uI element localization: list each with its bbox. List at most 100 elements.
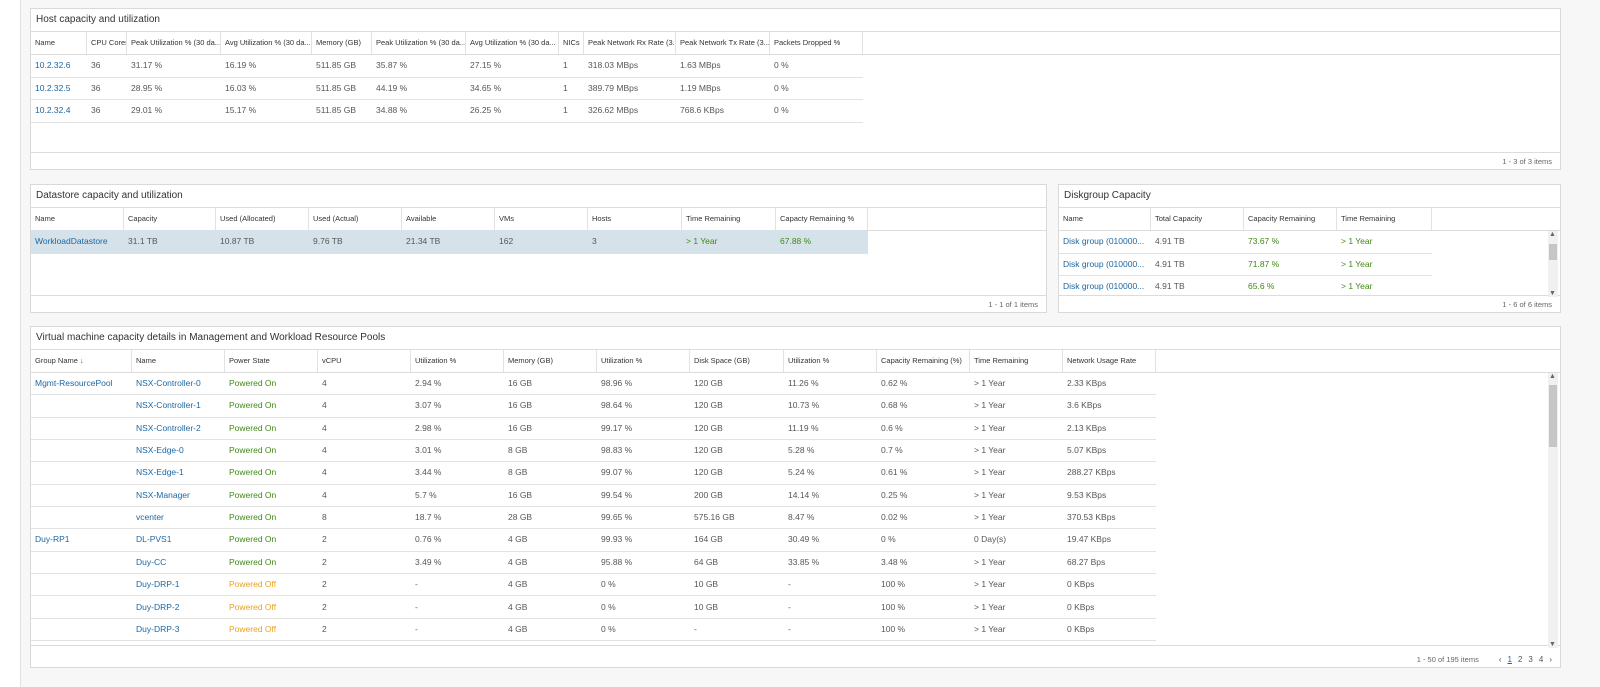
- column-header[interactable]: Peak Utilization % (30 da...: [372, 32, 466, 54]
- column-header[interactable]: Disk Space (GB): [690, 350, 784, 372]
- cell-link[interactable]: NSX-Controller-2: [136, 422, 201, 433]
- cell: 8.47 %: [788, 512, 815, 523]
- column-header[interactable]: Total Capacity: [1151, 208, 1244, 230]
- table-row: NSX-Edge-1 Powered On 4 3.44 % 8 GB 99.07 % 12…: [31, 461, 1156, 485]
- column-header[interactable]: Hosts: [588, 208, 682, 230]
- cell-link[interactable]: vcenter: [136, 512, 164, 523]
- cell-link[interactable]: Duy-CC: [136, 556, 167, 567]
- cell: 0 KBps: [1067, 601, 1095, 612]
- column-header[interactable]: Group Name ↓: [31, 350, 132, 372]
- column-header[interactable]: Used (Actual): [309, 208, 402, 230]
- column-header[interactable]: Memory (GB): [312, 32, 372, 54]
- column-header[interactable]: Power State: [225, 350, 318, 372]
- column-header[interactable]: Peak Network Tx Rate (3...: [676, 32, 770, 54]
- scroll-thumb[interactable]: [1549, 244, 1557, 260]
- cell-link[interactable]: Duy-DRP-1: [136, 579, 180, 590]
- scroll-up[interactable]: ▲: [1549, 373, 1556, 380]
- column-header[interactable]: Capacity: [124, 208, 216, 230]
- cell: Powered On: [229, 512, 277, 523]
- cell-link[interactable]: WorkloadDatastore: [35, 236, 108, 246]
- column-header[interactable]: Avg Utilization % (30 da...: [221, 32, 312, 54]
- cell-link[interactable]: NSX-Edge-1: [136, 467, 184, 478]
- cell-link[interactable]: NSX-Edge-0: [136, 445, 184, 456]
- cell: 10 GB: [694, 601, 719, 612]
- footer: 1 - 1 of 1 items: [988, 300, 1038, 309]
- cell: 0.25 %: [881, 489, 908, 500]
- column-header[interactable]: VMs: [495, 208, 588, 230]
- cell-link[interactable]: Disk group (010000...: [1063, 236, 1145, 246]
- scroll-up[interactable]: ▲: [1549, 231, 1556, 238]
- column-header[interactable]: Network Usage Rate: [1063, 350, 1156, 372]
- column-header[interactable]: Time Remaining: [970, 350, 1063, 372]
- column-header[interactable]: Packets Dropped %: [770, 32, 863, 54]
- cell-link[interactable]: 10.2.32.6: [35, 60, 71, 70]
- table-row: NSX-Controller-1 Powered On 4 3.07 % 16 GB 98…: [31, 394, 1156, 418]
- column-header[interactable]: Name: [1059, 208, 1151, 230]
- column-header[interactable]: Capacty Remaining %: [776, 208, 868, 230]
- column-header[interactable]: CPU Cores: [87, 32, 127, 54]
- cell: 4: [322, 378, 327, 388]
- cell: 100 %: [881, 601, 906, 612]
- cell-link[interactable]: Mgmt-ResourcePool: [35, 378, 113, 388]
- cell: 100 %: [881, 623, 906, 634]
- column-header[interactable]: Peak Utilization % (30 da...: [127, 32, 221, 54]
- column-header[interactable]: Capacity Remaining (%): [877, 350, 970, 372]
- cell-link[interactable]: DL-PVS1: [136, 534, 172, 545]
- cell-link[interactable]: 10.2.32.4: [35, 105, 71, 115]
- cell: 0 %: [601, 601, 616, 612]
- cell: Powered On: [229, 489, 277, 500]
- cell-link[interactable]: Disk group (010000...: [1063, 281, 1145, 291]
- column-header[interactable]: Time Remaining: [1337, 208, 1432, 230]
- column-header[interactable]: NICs: [559, 32, 584, 54]
- column-header[interactable]: vCPU: [318, 350, 411, 372]
- cell: 1: [563, 82, 568, 93]
- page-link[interactable]: 2: [1517, 655, 1523, 664]
- cell: 35.87 %: [376, 60, 408, 70]
- column-header[interactable]: Memory (GB): [504, 350, 597, 372]
- prev-page[interactable]: ‹: [1498, 655, 1502, 664]
- cell-link[interactable]: NSX-Manager: [136, 489, 190, 500]
- cell: 0 %: [774, 60, 789, 70]
- cell: 1: [563, 60, 568, 70]
- column-header[interactable]: Utilization %: [411, 350, 504, 372]
- page-link[interactable]: 3: [1528, 655, 1533, 664]
- cell: 200 GB: [694, 489, 723, 500]
- item-count: 1 - 3 of 3 items: [1502, 157, 1552, 166]
- cell-link[interactable]: NSX-Controller-1: [136, 400, 201, 411]
- table-row: 10.2.32.4 36 29.01 % 15.17 % 511.85 GB 34.88 …: [31, 99, 863, 123]
- cell: 3.6 KBps: [1067, 400, 1102, 411]
- cell-link[interactable]: NSX-Controller-0: [136, 378, 201, 388]
- cell: 120 GB: [694, 467, 723, 478]
- column-header[interactable]: Name: [31, 32, 87, 54]
- page-link[interactable]: 4: [1538, 655, 1544, 664]
- column-header[interactable]: Available: [402, 208, 495, 230]
- cell: Powered Off: [229, 623, 277, 634]
- page-link[interactable]: 1: [1507, 655, 1512, 664]
- column-header[interactable]: Utilization %: [784, 350, 877, 372]
- cell: 8: [322, 512, 327, 523]
- cell: 5.07 KBps: [1067, 445, 1107, 456]
- cell-link[interactable]: Duy-DRP-3: [136, 623, 180, 634]
- cell-link[interactable]: 10.2.32.5: [35, 82, 71, 93]
- column-header[interactable]: Name: [31, 208, 124, 230]
- column-header[interactable]: Utilization %: [597, 350, 690, 372]
- column-header[interactable]: Peak Network Rx Rate (3...: [584, 32, 676, 54]
- scroll-down[interactable]: ▼: [1549, 290, 1556, 297]
- cell: 4: [322, 400, 327, 411]
- scroll-down[interactable]: ▼: [1549, 641, 1556, 648]
- scroll-thumb[interactable]: [1549, 385, 1557, 447]
- cell-link[interactable]: Duy-RP1: [35, 534, 70, 545]
- cell: 389.79 MBps: [588, 82, 639, 93]
- next-page[interactable]: ›: [1549, 655, 1552, 664]
- scrollbar[interactable]: ▲ ▼: [1548, 231, 1558, 297]
- scrollbar[interactable]: ▲ ▼: [1548, 373, 1558, 648]
- cell: 0.68 %: [881, 400, 908, 411]
- sort-icon[interactable]: ↓: [77, 356, 84, 365]
- column-header[interactable]: Name: [132, 350, 225, 372]
- cell-link[interactable]: Duy-DRP-2: [136, 601, 180, 612]
- column-header[interactable]: Capacity Remaining: [1244, 208, 1337, 230]
- column-header[interactable]: Used (Allocated): [216, 208, 309, 230]
- column-header[interactable]: Avg Utilization % (30 da...: [466, 32, 559, 54]
- cell-link[interactable]: Disk group (010000...: [1063, 258, 1145, 269]
- column-header[interactable]: Time Remaining: [682, 208, 776, 230]
